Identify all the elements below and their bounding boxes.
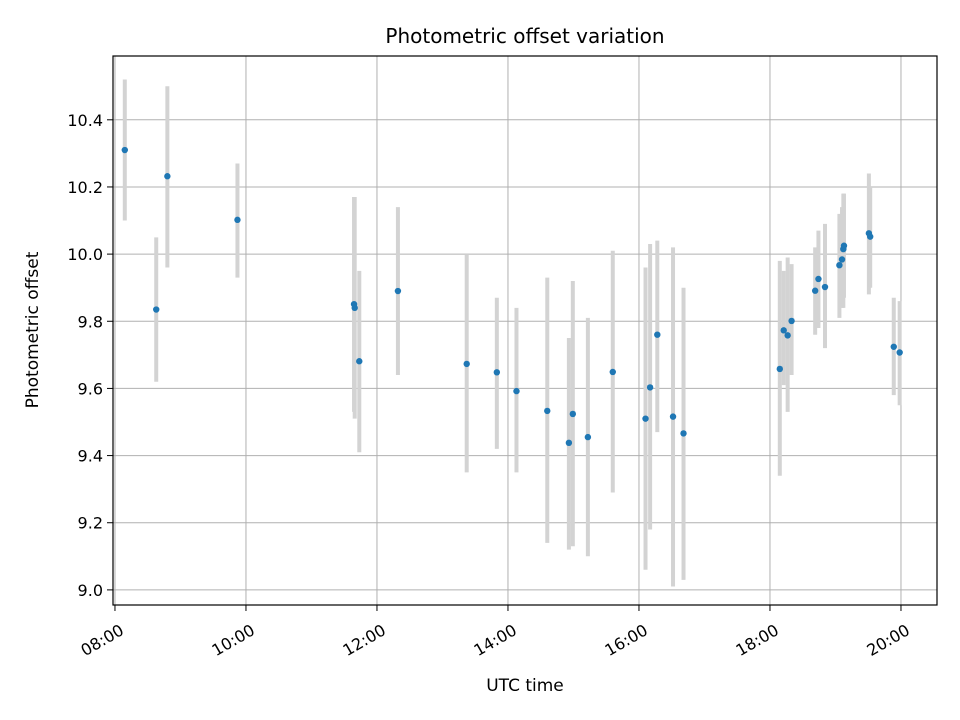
grid-lines [113,56,937,605]
plot-area-frame [112,55,938,606]
data-point [356,358,363,365]
y-tick-label: 10.2 [67,178,103,197]
data-point [815,275,822,283]
data-point [153,306,160,313]
data-point [394,287,402,295]
x-axis-label: UTC time [486,676,564,696]
data-point [821,283,829,291]
data-point [463,360,470,368]
data-point [513,387,520,395]
data-point [840,242,848,249]
data-point [121,146,128,154]
data-point [544,407,551,415]
data-point [838,256,846,263]
data-point [234,216,241,224]
y-axis-ticks: 9.0 9.2 9.4 9.6 9.8 10.0 10.2 10.4 [67,111,113,600]
data-point [609,368,616,376]
data-point [780,327,787,334]
data-point [784,332,791,339]
data-point [669,413,677,420]
data-point [836,261,843,269]
data-point [680,430,687,437]
data-point [646,384,654,391]
data-point [776,365,783,373]
y-tick-label: 9.2 [78,514,103,533]
chart-title: Photometric offset variation [385,24,664,48]
data-point [493,369,501,376]
y-tick-label: 9.8 [78,312,103,331]
data-point [896,349,903,356]
data-point [351,304,358,312]
data-point [565,439,573,447]
y-tick-label: 9.0 [78,581,103,600]
data-points [121,146,903,447]
data-point [811,287,819,294]
data-point [164,173,171,180]
y-tick-label: 9.4 [78,447,103,466]
y-axis-label: Photometric offset [23,251,43,408]
data-point [569,410,577,418]
data-point [584,433,592,441]
data-point [642,415,649,422]
y-tick-label: 10.0 [67,245,103,264]
data-point [788,317,795,325]
data-point [654,331,661,338]
y-tick-label: 9.6 [78,379,103,398]
y-tick-label: 10.4 [67,111,103,130]
data-point [866,233,874,240]
data-point [890,343,897,350]
